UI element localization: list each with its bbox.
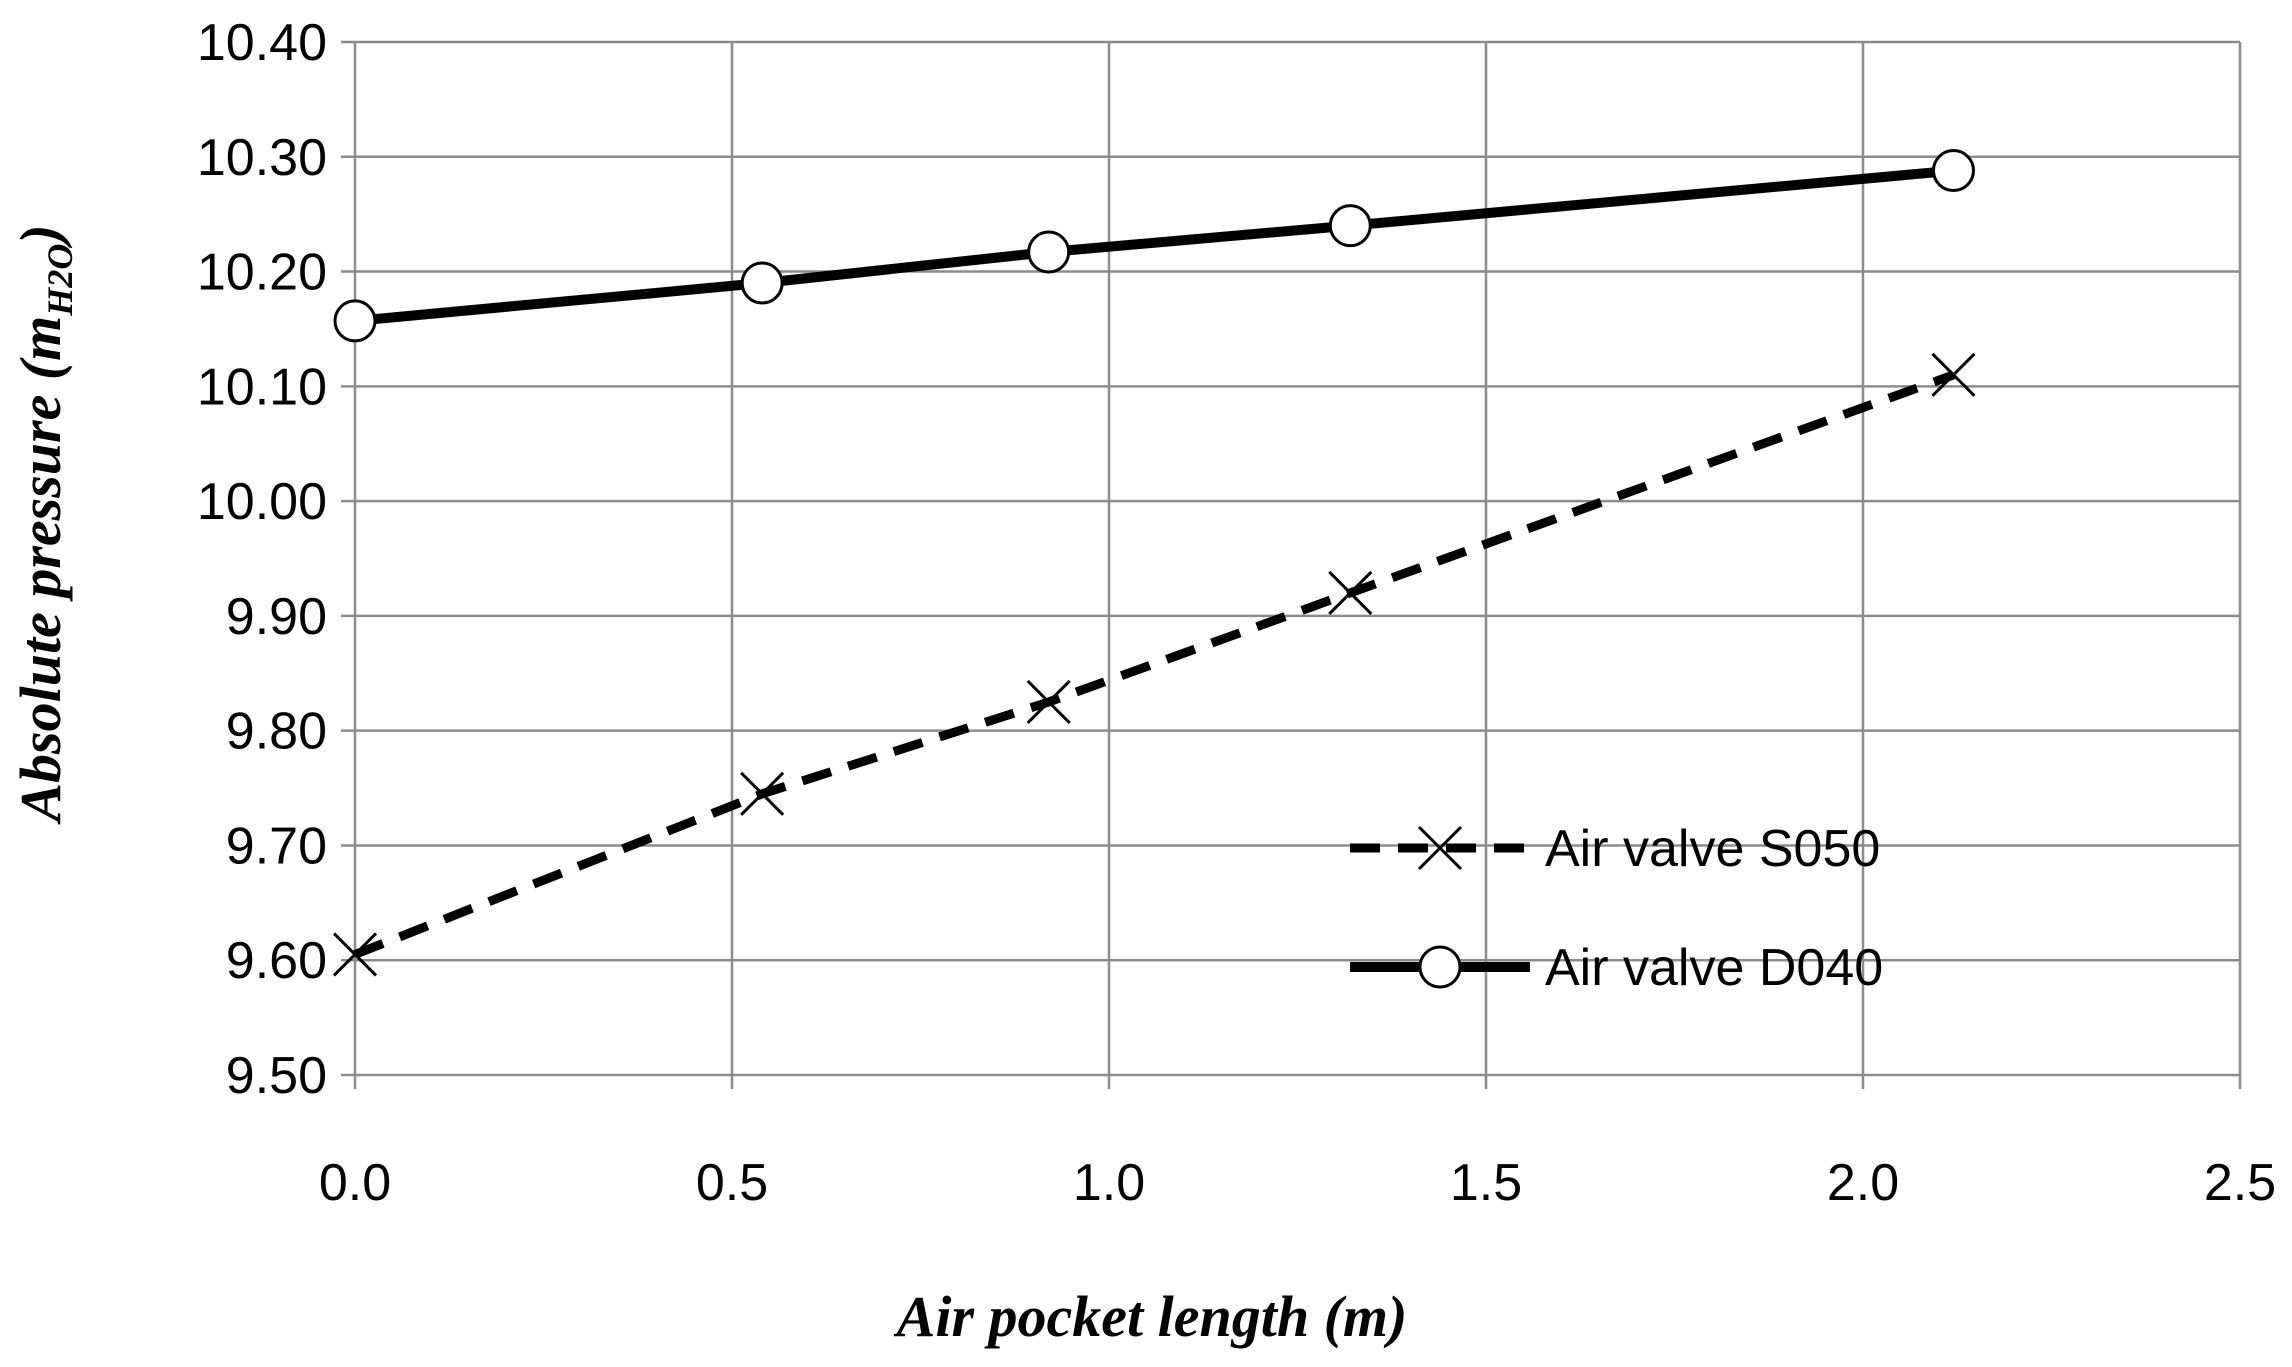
x-tick-label: 0.0 <box>319 1154 391 1212</box>
x-marker <box>740 771 785 816</box>
series-1 <box>333 149 1975 343</box>
circle-marker <box>1931 149 1975 193</box>
y-tick-label: 10.30 <box>197 129 327 187</box>
x-marker <box>1931 352 1976 397</box>
y-axis-title-subscript: H2O <box>40 244 80 317</box>
x-marker <box>1417 825 1463 871</box>
x-marker <box>1026 679 1071 725</box>
y-tick-label: 9.90 <box>226 588 327 646</box>
x-marker-stroke <box>1931 352 1976 397</box>
y-axis-title-main: Absolute pressure (m <box>8 316 73 825</box>
circle-marker <box>740 261 784 305</box>
x-tick-label: 0.5 <box>696 1154 768 1212</box>
x-axis-title: Air pocket length (m) <box>894 1284 1408 1349</box>
circle-marker <box>1418 945 1462 989</box>
circle-marker <box>333 299 377 343</box>
y-tick-label: 10.40 <box>197 14 327 72</box>
y-tick-label: 10.20 <box>197 244 327 302</box>
legend-label: Air valve D040 <box>1545 939 1883 997</box>
x-tick-label: 1.5 <box>1450 1154 1522 1212</box>
legend: Air valve S050 Air valve D040 <box>1350 820 1883 997</box>
x-tick-label: 1.0 <box>1073 1154 1145 1212</box>
y-axis-title: Absolute pressure (mH2O) <box>8 224 80 824</box>
x-marker-stroke <box>332 932 378 977</box>
y-tick-label: 10.10 <box>197 358 327 416</box>
y-tick-label: 9.80 <box>226 703 327 761</box>
grid <box>341 40 2242 1089</box>
y-tick-label: 9.60 <box>226 932 327 990</box>
x-marker-stroke <box>740 771 785 816</box>
y-tick-label: 10.00 <box>197 473 327 531</box>
y-tick-label: 9.50 <box>226 1047 327 1105</box>
series-0 <box>332 352 1976 977</box>
legend-label: Air valve S050 <box>1545 820 1880 878</box>
x-axis-ticks: 0.0 0.5 1.0 1.5 2.0 2.5 <box>319 1154 2276 1212</box>
legend-item-0: Air valve S050 <box>1350 820 1880 878</box>
y-tick-label: 9.70 <box>226 817 327 875</box>
x-marker <box>332 932 378 977</box>
y-axis-ticks: 9.50 9.60 9.70 9.80 9.90 10.00 10.10 10.20 10.30… <box>197 14 327 1105</box>
x-tick-label: 2.5 <box>2204 1154 2276 1212</box>
x-marker-stroke <box>1328 570 1373 615</box>
legend-item-1: Air valve D040 <box>1350 939 1883 997</box>
series-line <box>354 165 1954 326</box>
x-marker-stroke <box>1026 679 1071 725</box>
circle-marker <box>1328 204 1372 248</box>
x-marker-stroke <box>1417 825 1463 871</box>
x-tick-label: 2.0 <box>1827 1154 1899 1212</box>
y-axis-title-close: ) <box>8 224 73 248</box>
circle-marker <box>1027 230 1071 274</box>
x-marker <box>1328 570 1373 615</box>
series-layer <box>332 149 1976 977</box>
